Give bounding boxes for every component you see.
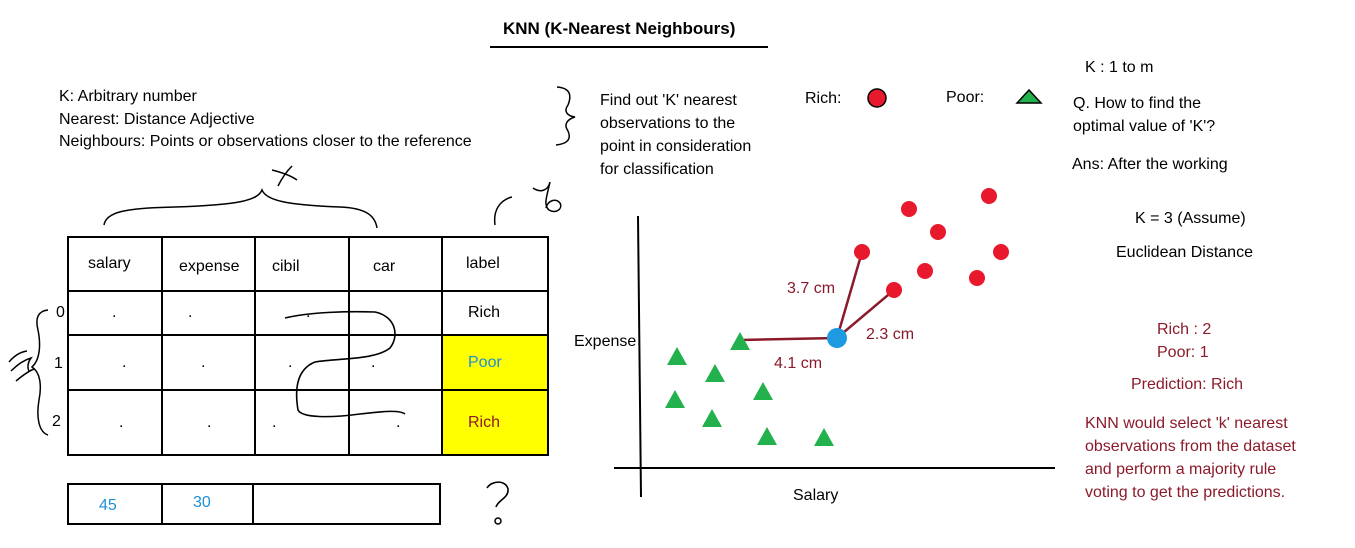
rich-point: [930, 224, 946, 240]
summary-line-2: observations from the dataset: [1085, 438, 1296, 455]
table-cell: .: [67, 290, 163, 336]
header-cell: cibil: [254, 236, 350, 292]
answer-text: Ans: After the working: [1072, 156, 1228, 173]
rich-marker-icon: [867, 88, 887, 108]
title-underline: [490, 46, 768, 48]
distance-line: [836, 289, 895, 339]
distance-label: 4.1 cm: [774, 355, 822, 372]
features-brace: [103, 187, 378, 229]
table-cell: .: [67, 389, 163, 456]
poor-marker-icon: [1015, 88, 1043, 104]
query-point: [827, 328, 847, 348]
table-cell: .: [161, 290, 256, 336]
rich-point: [886, 282, 902, 298]
header-cell: label: [441, 236, 549, 292]
table-cell-highlight: Rich: [441, 389, 549, 456]
definition-neighbours: Neighbours: Points or observations close…: [59, 133, 472, 150]
query-cell-expense: 30: [161, 483, 254, 525]
find-line-3: point in consideration: [600, 138, 752, 155]
rich-point: [854, 244, 870, 260]
page-title: KNN (K-Nearest Neighbours): [503, 19, 736, 38]
poor-point: [665, 390, 685, 408]
distance-label: 2.3 cm: [866, 326, 914, 343]
k-range: K : 1 to m: [1085, 59, 1154, 76]
distance-lines: [739, 251, 895, 342]
rich-point: [917, 263, 933, 279]
label-brace: [493, 196, 513, 226]
table-cell: .: [161, 389, 256, 456]
poor-point: [705, 364, 725, 382]
points-layer: [665, 188, 1009, 446]
prediction-result: Prediction: Rich: [1131, 376, 1244, 393]
poor-point: [753, 382, 773, 400]
rich-count: Rich : 2: [1157, 321, 1212, 338]
find-description: Find out 'K' nearest observations to the…: [600, 89, 751, 181]
find-line-4: for classification: [600, 161, 714, 178]
table-cell: .: [161, 334, 256, 391]
row-index: 1: [54, 355, 63, 372]
table-row: . . . . Rich: [67, 389, 549, 456]
summary-line-4: voting to get the predictions.: [1085, 484, 1286, 501]
row-index: 0: [56, 304, 65, 321]
y-axis: [637, 215, 642, 498]
table-cell: .: [254, 290, 350, 336]
find-line-2: observations to the: [600, 115, 736, 132]
query-row: 45 30: [67, 483, 441, 525]
x-mark-icon: [271, 165, 298, 187]
table-cell: Rich: [441, 290, 549, 336]
question-line-2: optimal value of 'K'?: [1073, 118, 1216, 135]
definitions: K: Arbitrary number Nearest: Distance Ad…: [59, 86, 472, 154]
definition-nearest: Nearest: Distance Adjective: [59, 110, 255, 128]
rich-point: [981, 188, 997, 204]
table-row: . . . . Poor: [67, 334, 549, 391]
table-cell: .: [254, 334, 350, 391]
find-line-1: Find out 'K' nearest: [600, 92, 737, 109]
poor-point: [757, 427, 777, 445]
header-cell: salary: [67, 236, 163, 292]
distance-line: [739, 336, 838, 342]
k-assume: K = 3 (Assume): [1135, 210, 1246, 227]
table-cell: .: [348, 334, 443, 391]
x-axis-label: Salary: [793, 487, 838, 504]
data-table: salary expense cibil car label . . . Ric…: [67, 236, 549, 456]
m-mark-icon: [8, 350, 35, 382]
table-cell-highlight: Poor: [441, 334, 549, 391]
legend-rich-label: Rich:: [805, 90, 842, 107]
table-scribble: [284, 310, 406, 418]
table-cell: .: [67, 334, 163, 391]
poor-point: [667, 347, 687, 365]
row-index: 2: [52, 413, 61, 430]
legend-poor-label: Poor:: [946, 89, 985, 106]
rich-point: [901, 201, 917, 217]
header-cell: car: [348, 236, 443, 292]
rows-brace: [30, 309, 49, 436]
distance-label: 3.7 cm: [787, 280, 835, 297]
table-cell: .: [348, 389, 443, 456]
rich-point: [969, 270, 985, 286]
table-header-row: salary expense cibil car label: [67, 236, 549, 292]
query-cell-empty: [252, 483, 441, 525]
poor-count: Poor: 1: [1157, 344, 1209, 361]
header-cell: expense: [161, 236, 256, 292]
summary-line-1: KNN would select 'k' nearest: [1085, 415, 1288, 432]
question-line-1: Q. How to find the: [1073, 95, 1202, 112]
rich-point: [993, 244, 1009, 260]
definition-k: K: Arbitrary number: [59, 88, 197, 105]
summary-line-3: and perform a majority rule: [1085, 461, 1277, 478]
question-mark-icon: [486, 481, 509, 508]
question-dot: [494, 517, 502, 525]
table-cell: .: [254, 389, 350, 456]
poor-point: [814, 428, 834, 446]
poor-point: [730, 332, 750, 350]
summary: KNN would select 'k' nearest observation…: [1085, 412, 1296, 504]
distance-line: [835, 251, 864, 339]
y-mark-icon: [532, 181, 562, 213]
query-cell-salary: 45: [67, 483, 163, 525]
y-axis-label: Expense: [574, 333, 636, 350]
distance-metric: Euclidean Distance: [1116, 244, 1253, 261]
poor-point: [702, 409, 722, 427]
definition-brace: [555, 86, 576, 146]
